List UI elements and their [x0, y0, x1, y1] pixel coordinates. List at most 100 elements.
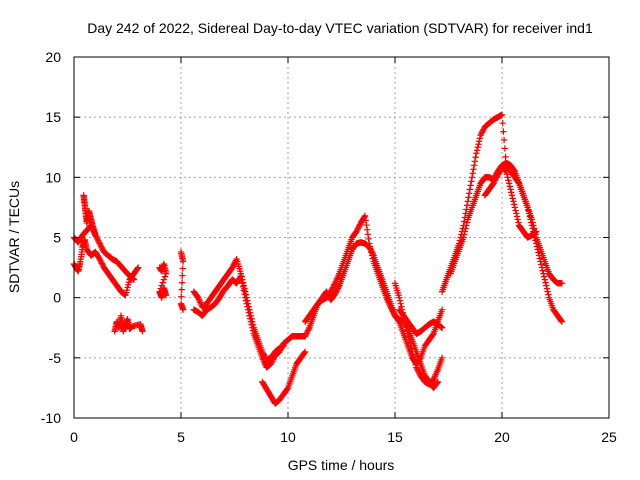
data-point-track-k: [408, 345, 415, 353]
data-point-track-m: [545, 291, 552, 298]
data-point-track-m: [542, 279, 549, 286]
data-point-track-o: [502, 167, 509, 174]
data-point-track-h: [301, 349, 308, 357]
data-point-track-i: [331, 290, 339, 298]
y-tick-label: 20: [45, 49, 61, 65]
data-point-track-o: [503, 171, 511, 178]
data-point-track-i: [304, 328, 311, 336]
data-point-track-g: [241, 285, 248, 292]
data-point-track-j: [433, 379, 441, 387]
data-point-track-o: [510, 198, 517, 205]
data-point-cluster-e: [178, 286, 185, 293]
data-point-track-j: [434, 378, 441, 386]
data-point-track-g: [242, 288, 249, 295]
data-point-track-b: [97, 257, 104, 264]
data-point-track-a: [94, 236, 101, 243]
data-point-track-o: [507, 186, 514, 193]
data-point-track-o: [504, 174, 511, 181]
data-point-track-m: [464, 198, 471, 205]
data-point-track-o: [508, 189, 515, 196]
data-point-track-n: [461, 228, 469, 235]
data-point-track-b: [135, 264, 142, 271]
data-point-track-i: [334, 285, 342, 292]
data-point-track-i: [333, 288, 340, 295]
data-point-track-k: [406, 336, 413, 343]
data-point-track-g: [260, 351, 267, 358]
data-point-track-g: [245, 303, 252, 310]
data-point-track-n: [530, 222, 537, 229]
data-point-track-m: [479, 127, 486, 135]
data-point-track-j: [387, 304, 394, 311]
data-point-track-n: [463, 222, 470, 229]
data-point-track-i: [304, 327, 312, 334]
data-point-track-b: [96, 255, 103, 263]
data-point-cluster-e: [178, 279, 186, 286]
data-point-track-j: [366, 243, 374, 250]
data-point-track-k: [413, 364, 420, 371]
data-point-track-m: [475, 141, 482, 148]
data-point-track-n: [558, 280, 566, 287]
data-point-track-j: [365, 235, 372, 243]
data-point-track-k: [403, 324, 410, 331]
data-point-track-j: [388, 306, 396, 314]
y-tick-label: 15: [45, 109, 61, 125]
data-point-track-m: [541, 276, 548, 283]
data-point-track-j: [362, 217, 369, 224]
data-point-track-m: [476, 135, 484, 142]
data-marks: [70, 111, 566, 407]
data-point-track-o: [490, 178, 498, 186]
data-point-track-o: [513, 210, 520, 217]
data-point-track-o: [510, 201, 518, 208]
data-point-track-m: [478, 129, 486, 136]
data-point-track-m: [471, 158, 479, 165]
data-point-track-b: [134, 265, 141, 272]
y-tick-label: -10: [41, 410, 61, 426]
data-point-track-j: [327, 288, 334, 295]
data-point-track-g: [229, 264, 236, 271]
data-point-track-i: [334, 286, 341, 294]
data-point-track-o: [514, 216, 521, 223]
chart-title: Day 242 of 2022, Sidereal Day-to-day VTE…: [87, 20, 593, 36]
data-point-track-g: [230, 261, 237, 268]
data-point-track-m: [539, 267, 546, 274]
data-point-track-b: [99, 261, 106, 268]
data-point-track-l: [437, 323, 444, 330]
data-point-track-g: [232, 257, 240, 264]
data-point-track-m: [473, 150, 480, 157]
axis-ticks: 0 5 10 15 20 25 -10 -5 0 5 10 15 20: [41, 49, 617, 445]
data-point-track-m: [499, 119, 506, 127]
data-point-cluster-e: [179, 265, 186, 272]
data-point-track-j: [361, 213, 368, 221]
data-point-track-k: [413, 365, 421, 373]
data-point-track-g: [246, 306, 253, 313]
data-point-track-j: [330, 282, 337, 290]
data-point-track-a: [96, 240, 103, 247]
data-point-track-i: [303, 330, 310, 337]
data-point-track-g: [238, 273, 245, 280]
x-tick-label: 20: [494, 429, 510, 445]
data-point-track-m: [467, 182, 474, 189]
data-point-track-j: [328, 287, 335, 294]
data-point-track-m: [465, 190, 473, 197]
data-point-track-m: [463, 202, 471, 209]
data-point-track-m: [472, 154, 479, 161]
data-point-track-g: [249, 318, 256, 325]
data-point-track-g: [244, 297, 251, 304]
data-point-cluster-e: [162, 270, 170, 277]
data-point-track-g: [259, 348, 266, 356]
data-point-track-i: [305, 325, 312, 333]
data-point-track-m: [474, 144, 481, 151]
data-point-track-g: [259, 350, 267, 357]
data-point-track-l: [438, 324, 446, 331]
data-point-track-o: [509, 195, 516, 202]
data-point-track-o: [492, 175, 499, 183]
data-point-track-o: [493, 174, 500, 181]
data-point-track-m: [473, 147, 481, 154]
data-point-track-g: [244, 300, 252, 307]
data-point-track-m: [538, 261, 545, 268]
data-point-track-o: [531, 229, 539, 236]
data-point-track-m: [502, 153, 509, 161]
data-point-track-m: [536, 255, 544, 262]
data-point-track-o: [532, 228, 539, 236]
